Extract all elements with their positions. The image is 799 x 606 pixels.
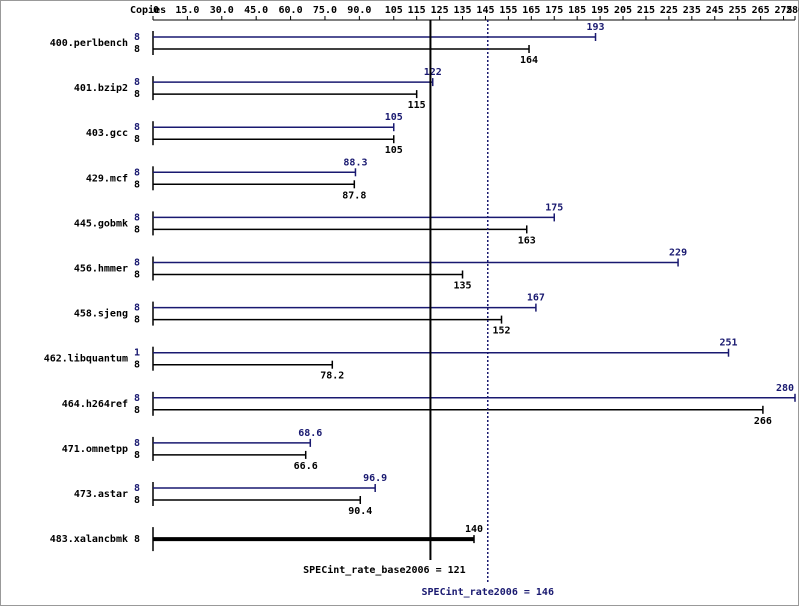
x-tick-label: 245 bbox=[706, 5, 724, 16]
value-label: 122 bbox=[424, 67, 442, 78]
category-label: 400.perlbench bbox=[50, 38, 128, 49]
copies-label: 8 bbox=[134, 258, 140, 269]
copies-label: 1 bbox=[134, 348, 140, 359]
value-label: 115 bbox=[408, 100, 426, 111]
value-label: 175 bbox=[545, 202, 563, 213]
x-tick-label: 90.0 bbox=[347, 5, 371, 16]
x-tick-label: 135 bbox=[454, 5, 472, 16]
x-tick-label: 275 bbox=[775, 5, 793, 16]
value-label: 266 bbox=[754, 416, 772, 427]
copies-label: 8 bbox=[134, 303, 140, 314]
copies-label: 8 bbox=[134, 360, 140, 371]
category-label: 401.bzip2 bbox=[74, 82, 128, 94]
copies-label: 8 bbox=[134, 224, 140, 235]
copies-label: 8 bbox=[134, 534, 140, 545]
copies-label: 8 bbox=[134, 32, 140, 43]
axis-label: Copies bbox=[130, 4, 166, 16]
copies-label: 8 bbox=[134, 44, 140, 55]
value-label: 229 bbox=[669, 248, 687, 259]
value-label: 105 bbox=[385, 112, 403, 123]
value-label: 163 bbox=[518, 235, 536, 246]
x-tick-label: 205 bbox=[614, 5, 632, 16]
value-label: 280 bbox=[776, 383, 794, 394]
value-label: 78.2 bbox=[320, 371, 344, 382]
x-tick-label: 15.0 bbox=[175, 5, 199, 16]
category-label: 464.h264ref bbox=[62, 399, 128, 410]
copies-label: 8 bbox=[134, 122, 140, 133]
value-label: 140 bbox=[465, 524, 483, 535]
x-tick-label: 105 bbox=[385, 5, 403, 16]
value-label: 251 bbox=[719, 338, 737, 349]
x-tick-label: 265 bbox=[752, 5, 770, 16]
value-label: 96.9 bbox=[363, 473, 387, 484]
x-tick-label: 0 bbox=[153, 5, 159, 16]
x-tick-label: 280 bbox=[786, 5, 799, 16]
value-label: 152 bbox=[492, 326, 510, 337]
value-label: 164 bbox=[520, 55, 538, 66]
x-tick-label: 60.0 bbox=[279, 5, 303, 16]
value-label: 88.3 bbox=[343, 157, 367, 168]
category-label: 471.omnetpp bbox=[62, 444, 128, 455]
x-tick-label: 155 bbox=[499, 5, 517, 16]
x-tick-label: 215 bbox=[637, 5, 655, 16]
copies-label: 8 bbox=[134, 77, 140, 88]
copies-label: 8 bbox=[134, 134, 140, 145]
copies-label: 8 bbox=[134, 89, 140, 100]
x-tick-label: 125 bbox=[431, 5, 449, 16]
x-tick-label: 75.0 bbox=[313, 5, 337, 16]
copies-label: 8 bbox=[134, 450, 140, 461]
x-tick-label: 165 bbox=[522, 5, 540, 16]
copies-label: 8 bbox=[134, 405, 140, 416]
copies-label: 8 bbox=[134, 315, 140, 326]
category-label: 403.gcc bbox=[86, 128, 128, 139]
category-label: 462.libquantum bbox=[44, 353, 128, 365]
copies-label: 8 bbox=[134, 495, 140, 506]
category-label: 456.hmmer bbox=[74, 264, 128, 275]
copies-label: 8 bbox=[134, 179, 140, 190]
x-tick-label: 225 bbox=[660, 5, 678, 16]
category-label: 483.xalancbmk bbox=[50, 534, 128, 545]
category-label: 458.sjeng bbox=[74, 308, 128, 320]
category-label: 429.mcf bbox=[86, 173, 128, 184]
value-label: 193 bbox=[586, 22, 604, 33]
reference-label: SPECint_rate2006 = 146 bbox=[422, 586, 554, 598]
x-tick-label: 195 bbox=[591, 5, 609, 16]
category-label: 445.gobmk bbox=[74, 218, 128, 229]
category-label: 473.astar bbox=[74, 489, 128, 500]
x-tick-label: 235 bbox=[683, 5, 701, 16]
value-label: 90.4 bbox=[348, 506, 372, 517]
value-label: 87.8 bbox=[342, 190, 366, 201]
value-label: 68.6 bbox=[298, 428, 322, 439]
copies-label: 8 bbox=[134, 438, 140, 449]
x-tick-label: 30.0 bbox=[210, 5, 234, 16]
value-label: 135 bbox=[454, 281, 472, 292]
copies-label: 8 bbox=[134, 167, 140, 178]
reference-label: SPECint_rate_base2006 = 121 bbox=[303, 564, 466, 576]
copies-label: 8 bbox=[134, 212, 140, 223]
value-label: 66.6 bbox=[294, 461, 318, 472]
x-tick-label: 185 bbox=[568, 5, 586, 16]
x-tick-label: 45.0 bbox=[244, 5, 268, 16]
x-tick-label: 175 bbox=[545, 5, 563, 16]
x-tick-label: 145 bbox=[476, 5, 494, 16]
copies-label: 8 bbox=[134, 393, 140, 404]
copies-label: 8 bbox=[134, 483, 140, 494]
value-label: 105 bbox=[385, 145, 403, 156]
copies-label: 8 bbox=[134, 270, 140, 281]
value-label: 167 bbox=[527, 293, 545, 304]
x-tick-label: 255 bbox=[729, 5, 747, 16]
x-tick-label: 115 bbox=[408, 5, 426, 16]
